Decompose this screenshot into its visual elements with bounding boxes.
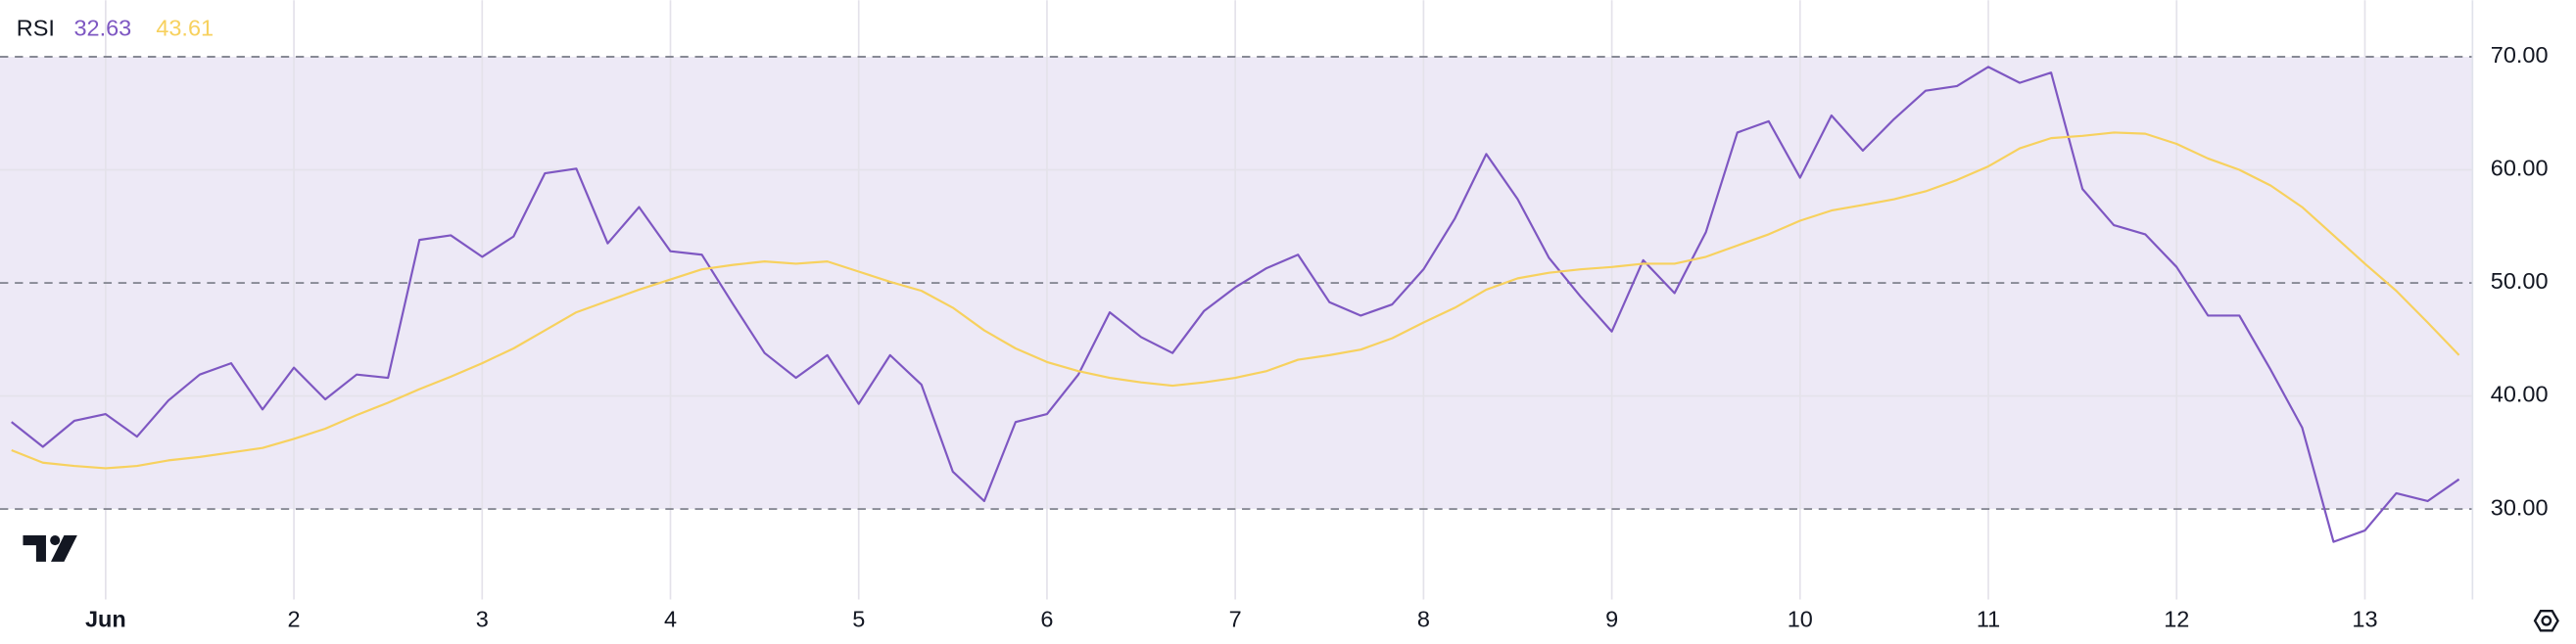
x-tick-label: 13 (2352, 606, 2377, 631)
settings-icon[interactable] (2533, 610, 2559, 632)
series-line (11, 66, 2460, 543)
x-tick-label: 8 (1417, 606, 1430, 631)
x-tick-label: 5 (852, 606, 865, 631)
y-tick-label: 60.00 (2491, 156, 2549, 181)
legend-title: RSI (17, 16, 55, 41)
series-line (11, 131, 2460, 470)
y-tick-label: 30.00 (2491, 494, 2549, 520)
x-tick-label: Jun (85, 606, 126, 631)
plot-area (0, 0, 2473, 600)
x-tick-label: 2 (288, 606, 301, 631)
x-tick-label: 6 (1040, 606, 1053, 631)
x-tick-label: 12 (2164, 606, 2189, 631)
x-tick-label: 11 (1977, 606, 2000, 631)
tradingview-logo (23, 535, 77, 562)
x-tick-label: 7 (1229, 606, 1242, 631)
x-tick-label: 9 (1605, 606, 1618, 631)
y-tick-label: 70.00 (2491, 42, 2549, 68)
x-tick-label: 3 (476, 606, 489, 631)
x-tick-label: 4 (664, 606, 677, 631)
legend-value: 43.61 (156, 16, 214, 41)
x-tick-label: 10 (1788, 606, 1813, 631)
y-tick-label: 40.00 (2491, 382, 2549, 407)
y-tick-label: 50.00 (2491, 268, 2549, 294)
legend-value: 32.63 (73, 16, 131, 41)
